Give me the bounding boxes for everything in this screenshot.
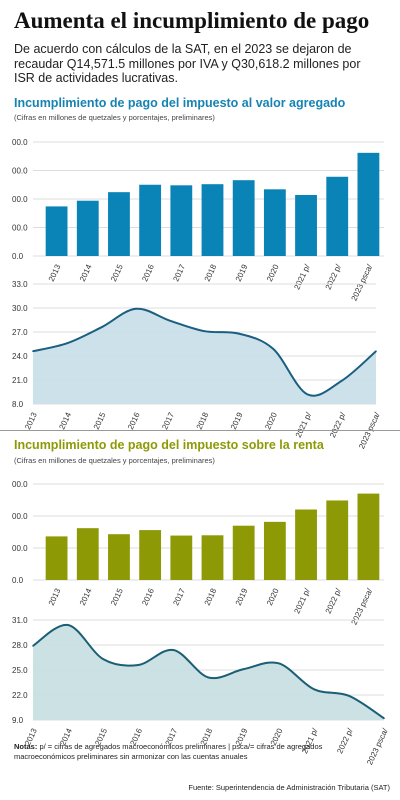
isr_pct-point (67, 624, 69, 626)
page-subtitle: De acuerdo con cálculos de la SAT, en el… (14, 42, 361, 85)
isr_bar-x-tick-label: 2017 (171, 587, 187, 607)
isr_bar-bar (76, 528, 99, 580)
isr_bar-bar (295, 509, 317, 580)
isr_bar-x-tick-label: 2019 (234, 587, 250, 607)
iva_pct-x-tick-label: 2016 (126, 411, 142, 431)
iva_pct-point (238, 332, 240, 335)
isr_bar-bar (139, 530, 162, 580)
iva_pct-x-tick-label: 2018 (195, 411, 211, 431)
isr_pct-y-tick-label: 9.0 (12, 716, 24, 725)
isr_bar-y-tick-label: 00.0 (12, 544, 28, 553)
iva_bar-bar (201, 184, 224, 256)
isr_bar-x-tick-label: 2015 (109, 587, 125, 607)
isr_pct-point (102, 658, 104, 660)
page-title: Aumenta el incumplimiento de pago (14, 8, 370, 33)
iva_pct-x-tick-label: 2020 (263, 411, 279, 431)
iva-section-note: (Cifras en millones de quetzales y porce… (14, 113, 215, 122)
isr_pct-point (137, 664, 140, 666)
isr_pct-y-tick-label: 22.0 (12, 691, 28, 700)
notes-text: p/ = cifras de agregados macroeconómicos… (14, 742, 323, 761)
iva_pct-y-tick-label: 8.0 (12, 400, 24, 409)
isr_bar-x-tick-label: 2020 (265, 587, 281, 607)
iva_bar-bar (295, 195, 317, 256)
iva_pct-point (32, 350, 34, 352)
iva_pct-y-tick-label: 21.0 (12, 376, 28, 385)
iva_pct-x-tick-label: 2014 (57, 411, 73, 431)
iva_bar-bar (326, 176, 349, 256)
isr_bar-bar (45, 536, 68, 580)
isr_pct-y-tick-label: 28.0 (12, 641, 28, 650)
iva-section-title: Incumplimiento de pago del impuesto al v… (14, 96, 346, 110)
isr-bar-chart: 0.0 00.0 00.0 00.0 2013 2014 2015 2016 2017 2018 2… (12, 480, 384, 626)
isr_pct-point (32, 645, 34, 647)
iva_pct-y-tick-label: 24.0 (12, 352, 28, 361)
isr-section-note: (Cifras en millones de quetzales y porce… (14, 456, 215, 465)
iva_pct-x-tick-label: 2017 (160, 411, 176, 431)
isr_pct-point (277, 662, 280, 665)
iva_pct-point (340, 380, 343, 382)
isr_bar-x-tick-label: 2018 (203, 587, 219, 607)
isr_bar-x-tick-label: 2016 (140, 587, 156, 607)
iva_pct-point (66, 342, 69, 344)
iva-percent-area-chart: 8.0 21.0 24.0 27.0 30.0 33.0 2013 2014 2015 2016 2… (12, 280, 382, 450)
isr_pct-point (348, 695, 350, 697)
iva_pct-y-tick-label: 27.0 (12, 328, 28, 337)
isr_bar-y-tick-label: 00.0 (12, 512, 28, 521)
isr_bar-bar (326, 500, 349, 580)
iva_pct-point (135, 308, 137, 310)
isr_pct-point (383, 717, 385, 720)
notes-label: Notas: (14, 742, 38, 751)
source-credit: Fuente: Superintendencia de Administraci… (188, 783, 390, 792)
isr_bar-y-tick-label: 0.0 (12, 576, 24, 585)
iva_pct-point (100, 326, 103, 328)
iva_pct-y-tick-label: 33.0 (12, 280, 28, 289)
iva_bar-y-tick-label: 00.0 (12, 138, 28, 147)
iva_pct-x-tick-label: 2019 (229, 411, 245, 431)
isr_bar-bar (170, 535, 193, 580)
isr_pct-y-tick-label: 25.0 (12, 666, 28, 675)
iva_bar-y-tick-label: 00.0 (12, 167, 28, 176)
isr-section-title: Incumplimiento de pago del impuesto sobr… (14, 438, 324, 452)
iva_bar-y-tick-label: 0.0 (12, 252, 24, 261)
iva_pct-point (203, 330, 206, 332)
iva_bar-bar (76, 200, 99, 256)
iva_bar-bar (139, 184, 162, 256)
iva_bar-bar (357, 152, 380, 256)
iva_pct-x-tick-label: 2013 (23, 411, 39, 431)
isr_bar-bar (357, 493, 380, 580)
isr_bar-x-tick-label: 2013 (47, 587, 63, 607)
iva_bar-bar (232, 180, 255, 256)
isr_pct-point (242, 668, 245, 670)
isr_bar-y-tick-label: 00.0 (12, 480, 28, 489)
iva_pct-point (375, 350, 377, 352)
iva_pct-area-fill (33, 308, 376, 404)
isr_pct-point (172, 649, 175, 651)
isr_bar-bar (201, 535, 224, 580)
iva_bar-bar (108, 192, 130, 256)
iva_pct-point (306, 393, 309, 396)
iva_pct-x-tick-label: 2015 (92, 411, 108, 431)
section-divider (0, 430, 400, 431)
isr_pct-y-tick-label: 31.0 (12, 616, 28, 625)
iva_bar-bar (170, 185, 193, 256)
iva_bar-bar (45, 206, 68, 256)
isr_bar-bar (232, 525, 255, 580)
isr_pct-point (313, 688, 315, 690)
isr_bar-bar (108, 534, 130, 580)
iva_bar-y-tick-label: 00.0 (12, 224, 28, 233)
iva_pct-point (272, 348, 274, 350)
iva_pct-x-tick-label: 2021 p/ (294, 410, 314, 439)
iva_bar-bar (263, 189, 286, 256)
isr_pct-point (207, 676, 210, 679)
isr_bar-bar (263, 521, 286, 580)
footnotes: Notas: p/ = cifras de agregados macroeco… (14, 742, 384, 762)
iva_pct-y-tick-label: 30.0 (12, 304, 28, 313)
isr_bar-x-tick-label: 2014 (78, 587, 94, 607)
isr_pct-area-fill (33, 624, 384, 720)
iva_pct-x-tick-label: 2022 p/ (328, 410, 348, 439)
iva_bar-y-tick-label: 00.0 (12, 195, 28, 204)
iva_pct-point (169, 320, 171, 322)
